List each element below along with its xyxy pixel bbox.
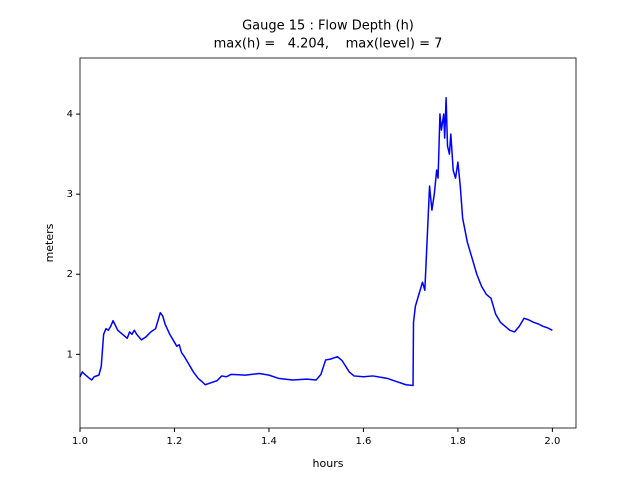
x-tick-label: 1.8 [450, 436, 466, 447]
x-tick-label: 1.4 [261, 436, 277, 447]
chart-title: Gauge 15 : Flow Depth (h) [242, 19, 414, 34]
x-tick-label: 1.2 [167, 436, 183, 447]
chart-subtitle: max(h) = 4.204, max(level) = 7 [214, 37, 443, 52]
y-tick-label: 1 [67, 349, 73, 360]
y-tick-label: 4 [67, 109, 73, 120]
x-tick-label: 2.0 [544, 436, 560, 447]
axes-frame [79, 57, 577, 429]
x-axis-label: hours [313, 457, 344, 470]
x-tick-label: 1.6 [355, 436, 371, 447]
x-tick-label: 1.0 [72, 436, 88, 447]
y-axis-label: meters [43, 223, 56, 262]
y-tick-label: 3 [67, 189, 73, 200]
data-line [79, 96, 553, 387]
y-tick-label: 2 [67, 269, 73, 280]
